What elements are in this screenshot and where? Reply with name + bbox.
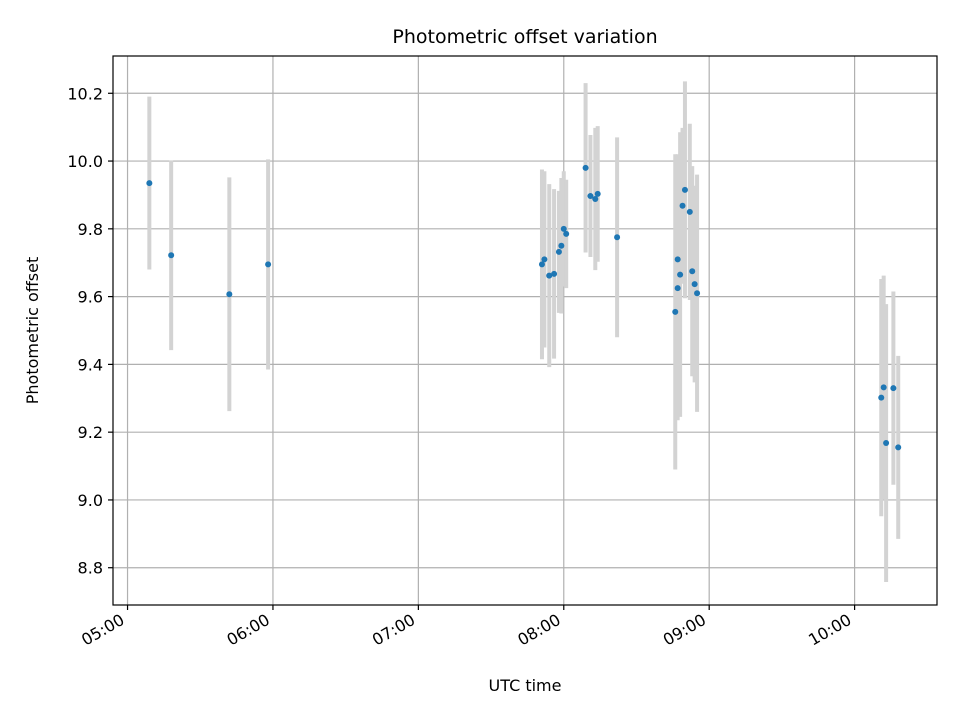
chart-title: Photometric offset variation [392,26,657,48]
y-tick-label: 9.4 [78,355,103,374]
data-point [265,261,272,268]
y-tick-label: 9.6 [78,288,103,307]
data-point [681,186,688,193]
data-points [146,164,902,451]
data-point [146,180,153,187]
plot-frame [112,55,938,606]
data-point [582,164,589,171]
y-tick-label: 9.2 [78,423,103,442]
data-point [551,270,558,277]
data-point [677,271,684,278]
data-point [694,290,701,297]
data-point [560,225,567,232]
data-point [614,234,621,241]
data-point [691,281,698,288]
y-tick-label: 8.8 [78,559,103,578]
data-point [226,291,233,298]
data-point [592,196,599,203]
data-point [538,261,545,268]
data-point [880,384,887,391]
data-point [674,285,681,292]
data-point [689,268,696,275]
y-axis-ticks: 8.8 9.0 9.2 9.4 9.6 9.8 10.0 10.2 [67,84,113,578]
data-point [541,256,548,263]
grid [113,56,937,605]
y-tick-label: 9.8 [78,220,103,239]
data-point [672,308,679,315]
data-point [883,440,890,447]
data-point [674,256,681,263]
data-point [594,190,601,197]
data-point [679,202,686,209]
y-tick-label: 10.0 [67,152,103,171]
x-axis-title: UTC time [489,676,562,695]
data-point [558,242,565,249]
y-tick-label: 10.2 [67,84,103,103]
data-point [168,252,175,259]
data-point [895,444,902,451]
y-tick-label: 9.0 [78,491,103,510]
data-point [555,248,562,255]
data-point [878,394,885,401]
data-point [563,230,570,237]
data-point [686,208,693,215]
data-point [890,385,897,392]
data-point [546,272,553,279]
data-point [587,192,594,199]
y-axis-title: Photometric offset [23,257,42,405]
